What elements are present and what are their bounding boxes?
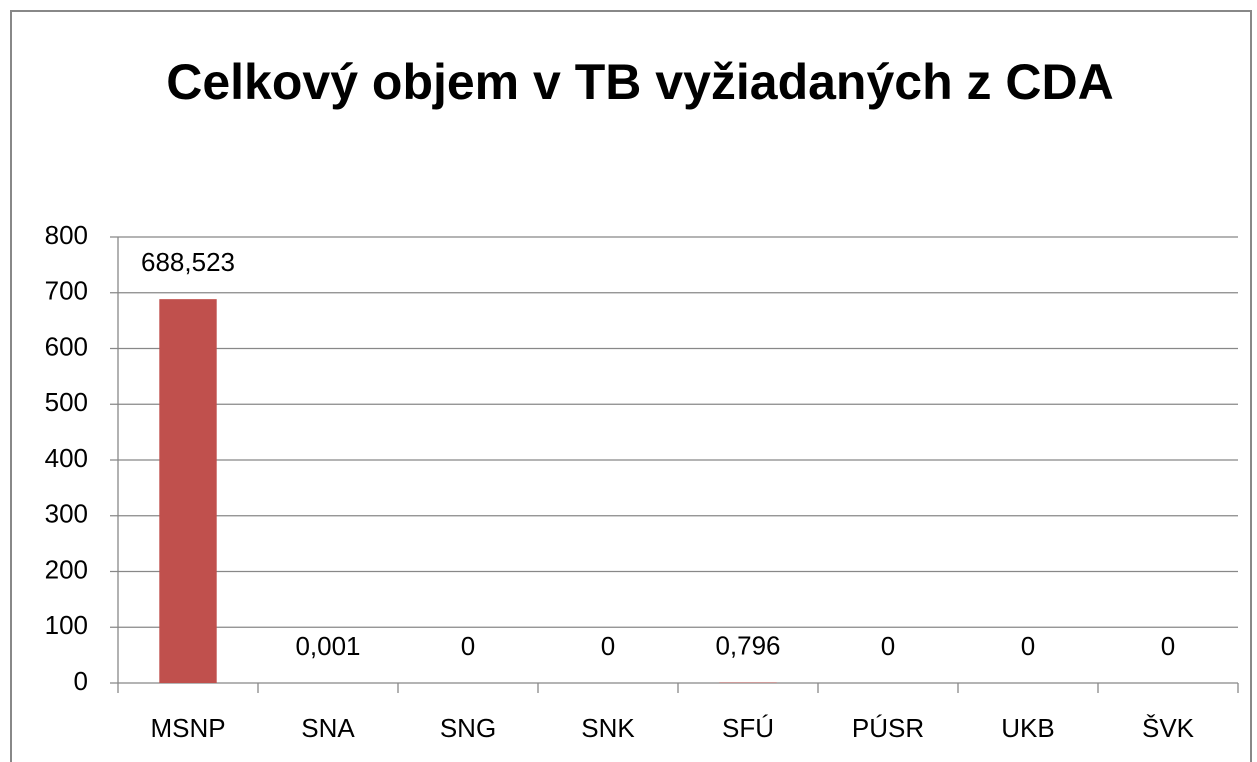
y-tick-label: 600 — [45, 331, 88, 361]
chart-title: Celkový objem v TB vyžiadaných z CDA — [166, 54, 1114, 110]
value-label: 0 — [1161, 631, 1175, 661]
chart-frame — [10, 10, 1252, 762]
y-tick-label: 700 — [45, 276, 88, 306]
value-label: 0 — [601, 631, 615, 661]
value-label: 688,523 — [141, 247, 235, 277]
y-tick-label: 800 — [45, 220, 88, 250]
value-label: 0,001 — [295, 631, 360, 661]
y-tick-label: 0 — [74, 666, 88, 696]
x-tick-label: SFÚ — [722, 713, 774, 743]
x-tick-label: SNA — [301, 713, 355, 743]
x-tick-label: SNK — [581, 713, 635, 743]
x-tick-label: MSNP — [150, 713, 225, 743]
x-tick-label: SNG — [440, 713, 496, 743]
value-label: 0 — [461, 631, 475, 661]
y-tick-label: 500 — [45, 387, 88, 417]
value-label: 0,796 — [715, 630, 780, 660]
y-tick-label: 100 — [45, 610, 88, 640]
y-tick-label: 400 — [45, 443, 88, 473]
bar — [159, 299, 217, 683]
y-tick-label: 300 — [45, 499, 88, 529]
x-tick-label: PÚSR — [852, 713, 924, 743]
y-tick-label: 200 — [45, 554, 88, 584]
value-label: 0 — [1021, 631, 1035, 661]
value-label: 0 — [881, 631, 895, 661]
x-tick-label: ŠVK — [1142, 713, 1195, 743]
x-tick-label: UKB — [1001, 713, 1054, 743]
